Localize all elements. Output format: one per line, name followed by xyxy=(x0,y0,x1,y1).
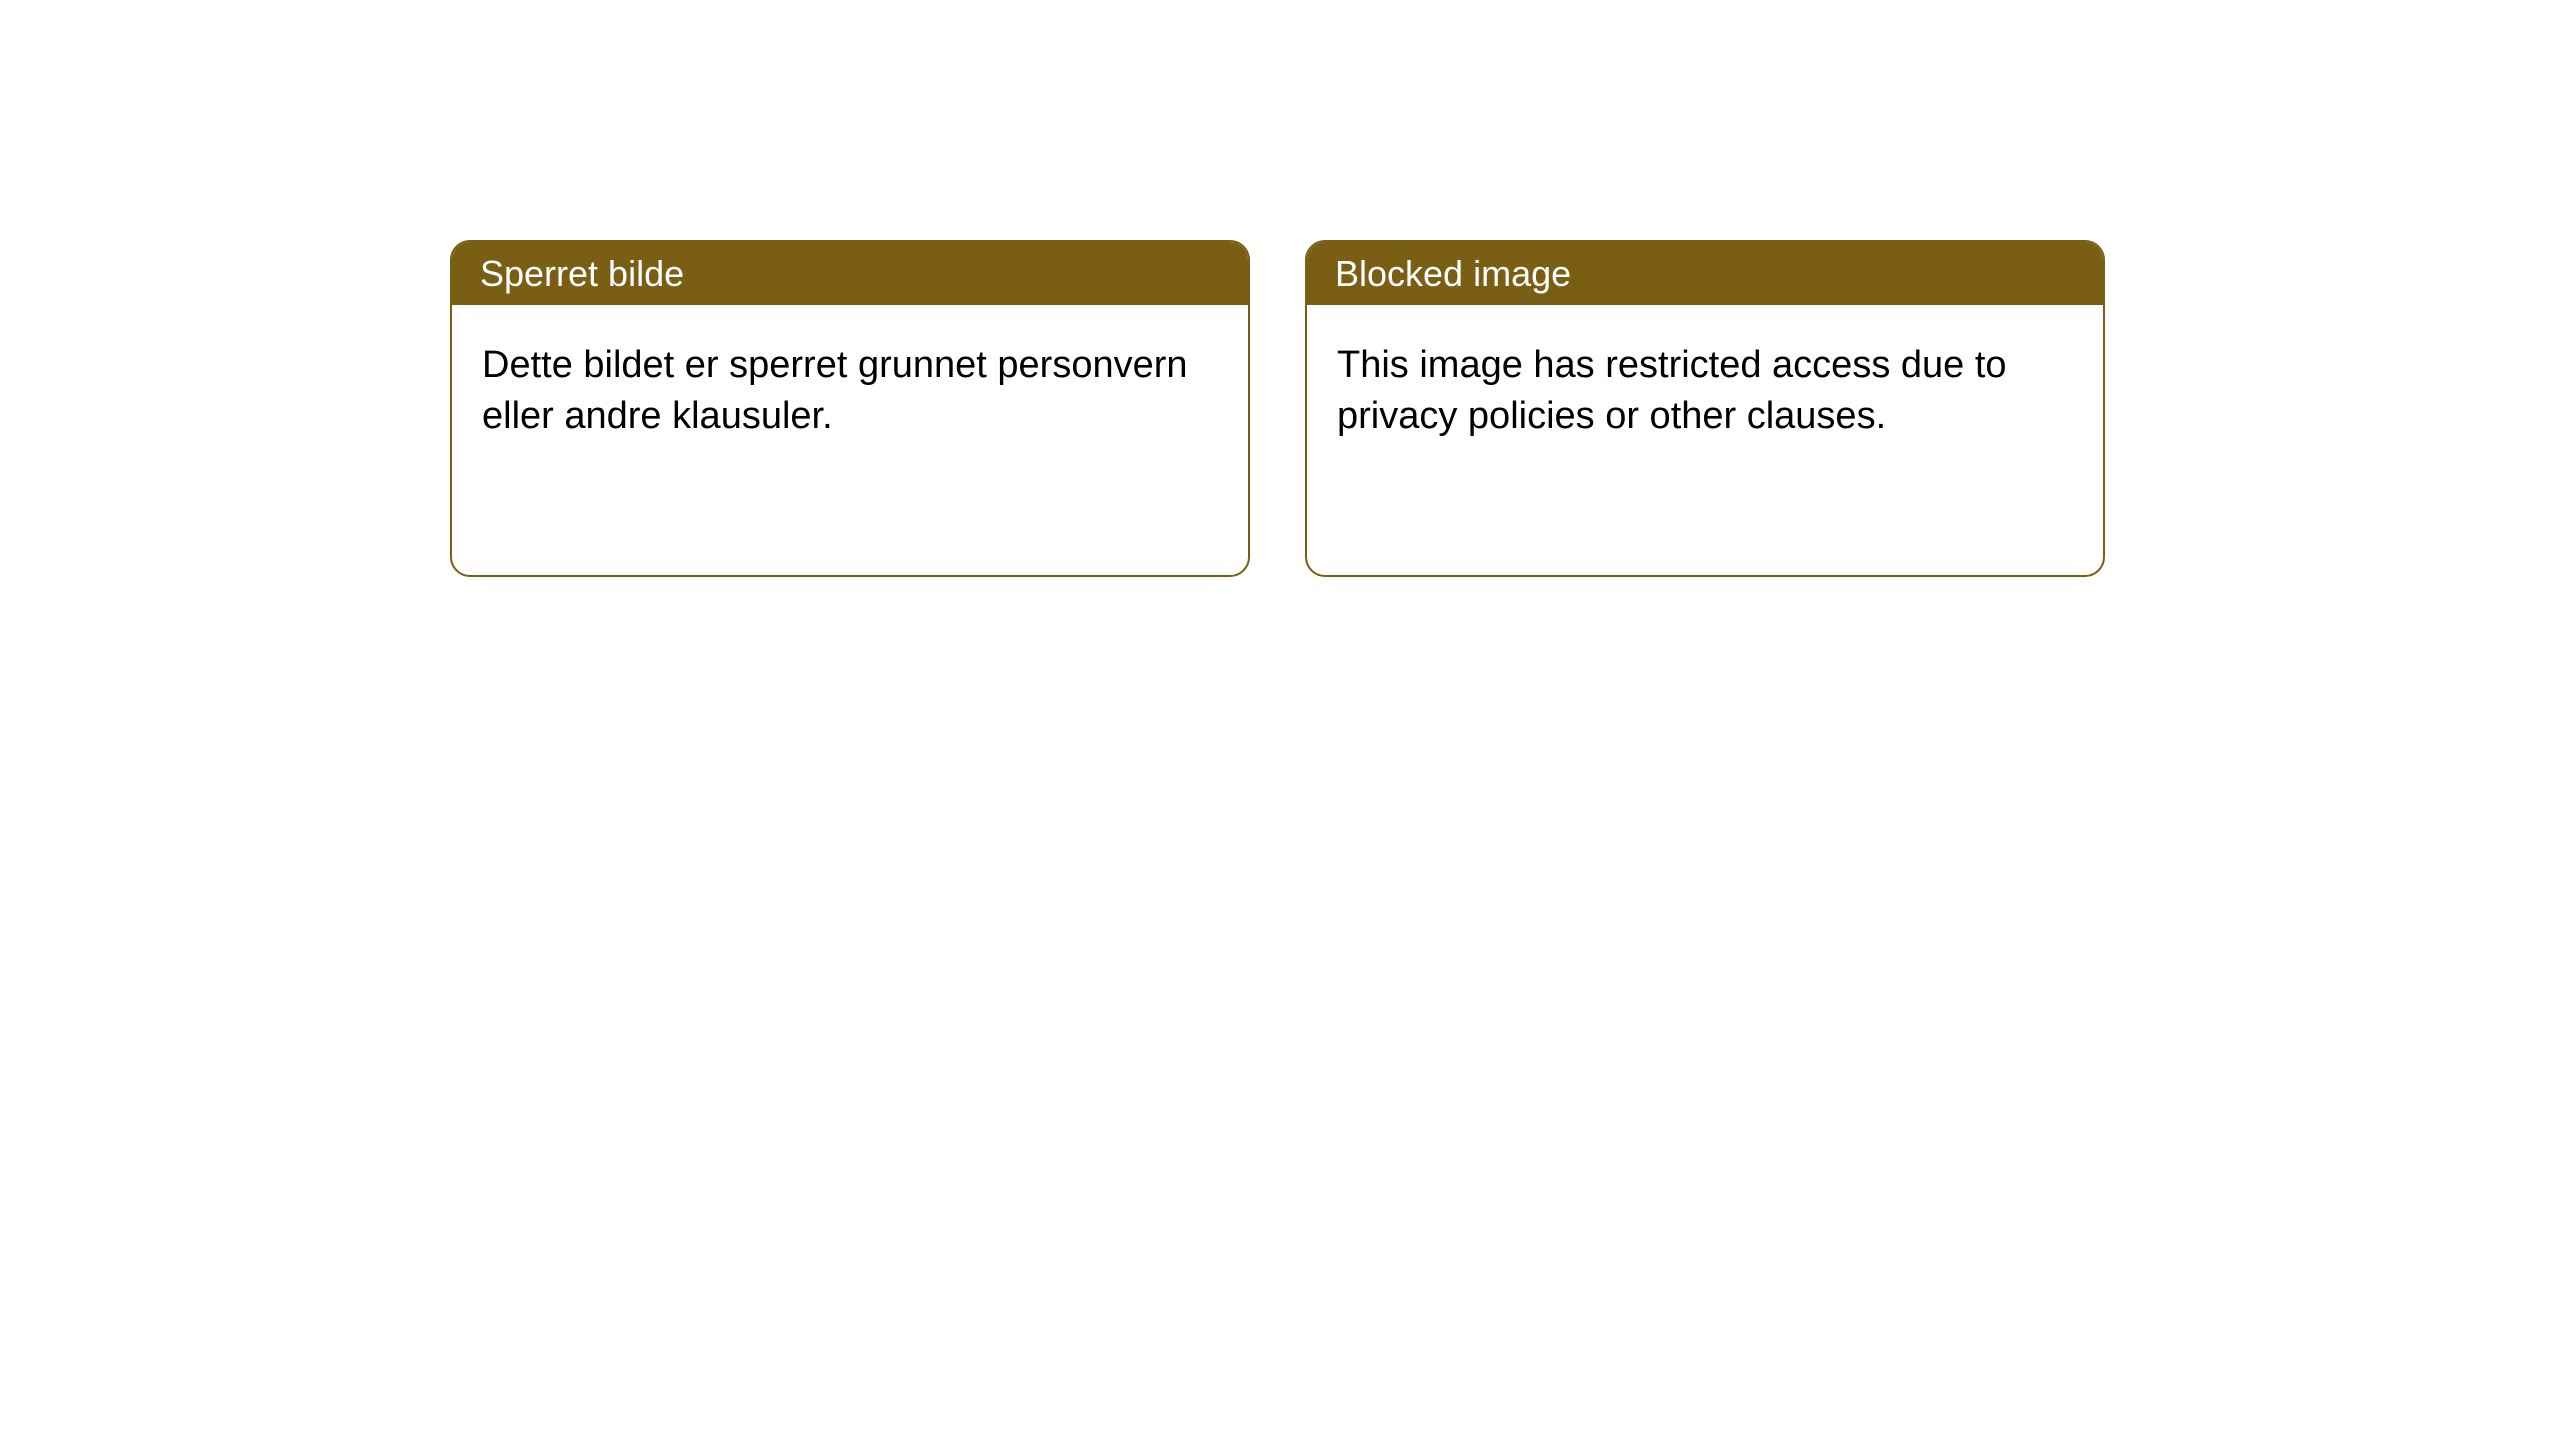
panel-body-text: This image has restricted access due to … xyxy=(1337,344,2007,437)
panel-header: Sperret bilde xyxy=(452,242,1248,305)
panel-body-text: Dette bildet er sperret grunnet personve… xyxy=(482,344,1188,437)
blocked-image-panel-english: Blocked image This image has restricted … xyxy=(1305,240,2105,577)
panel-header: Blocked image xyxy=(1307,242,2103,305)
panel-body: This image has restricted access due to … xyxy=(1307,305,2103,478)
blocked-image-notice-container: Sperret bilde Dette bildet er sperret gr… xyxy=(450,240,2105,577)
panel-title-text: Sperret bilde xyxy=(480,253,684,294)
panel-body: Dette bildet er sperret grunnet personve… xyxy=(452,305,1248,478)
blocked-image-panel-norwegian: Sperret bilde Dette bildet er sperret gr… xyxy=(450,240,1250,577)
panel-title-text: Blocked image xyxy=(1335,253,1571,294)
